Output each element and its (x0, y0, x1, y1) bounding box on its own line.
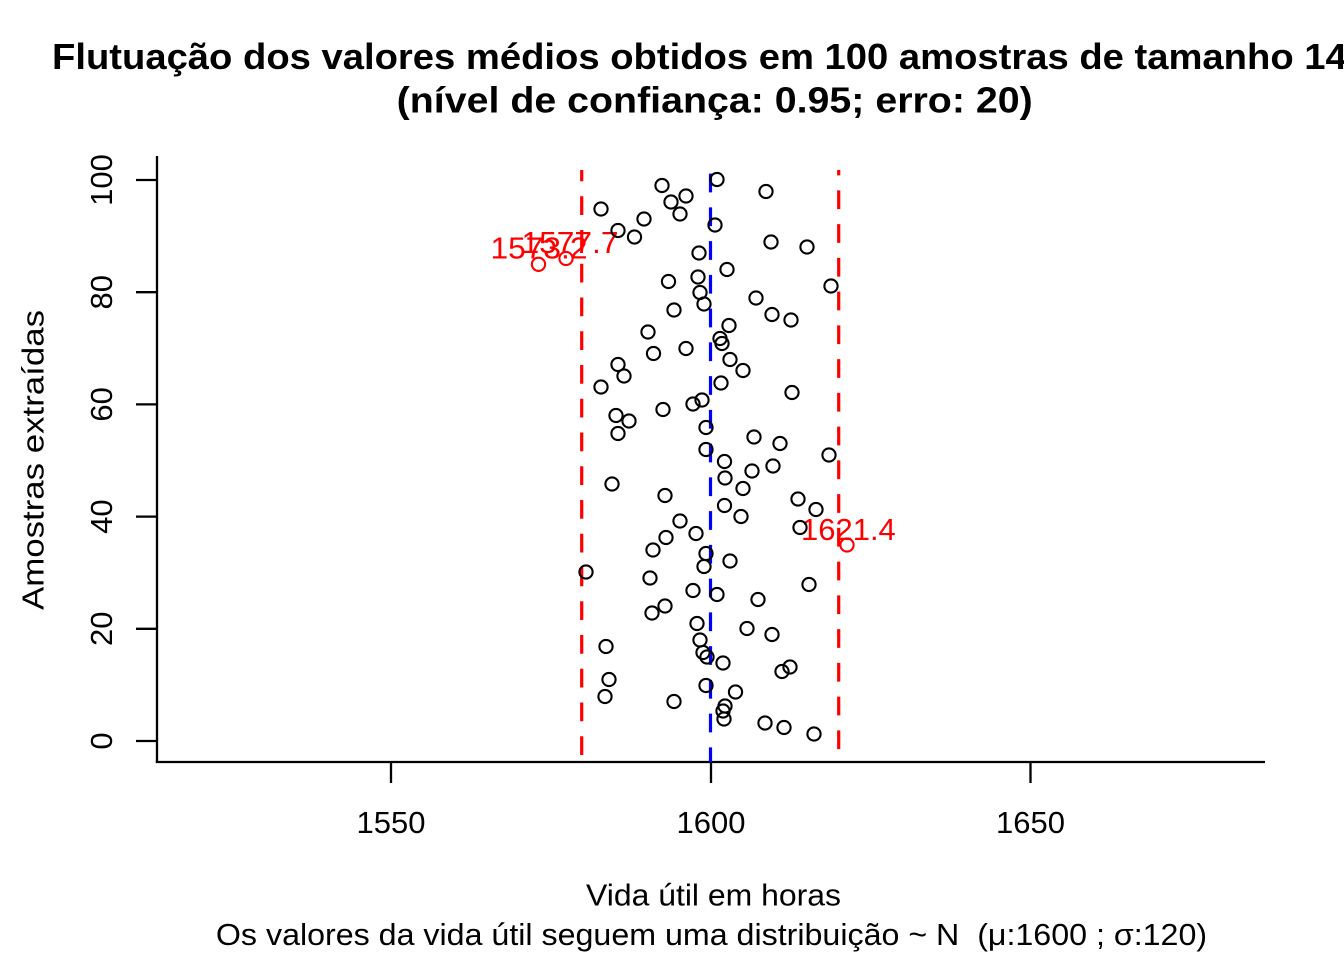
svg-text:Flutuação dos valores médios o: Flutuação dos valores médios obtidos em … (52, 36, 1344, 77)
svg-text:40: 40 (84, 499, 119, 533)
svg-text:0: 0 (84, 732, 119, 749)
svg-text:20: 20 (84, 612, 119, 646)
svg-text:1600: 1600 (677, 805, 746, 840)
svg-text:60: 60 (84, 387, 119, 421)
svg-text:Os valores da vida útil seguem: Os valores da vida útil seguem uma distr… (216, 917, 1207, 952)
svg-text:Amostras extraídas: Amostras extraídas (16, 310, 51, 610)
svg-text:Vida útil em horas: Vida útil em horas (586, 877, 841, 912)
svg-text:1550: 1550 (357, 805, 426, 840)
svg-text:(nível de confiança: 0.95; err: (nível de confiança: 0.95; erro: 20) (397, 79, 1033, 120)
svg-text:1577.7: 1577.7 (522, 225, 619, 260)
svg-text:1621.4: 1621.4 (801, 512, 896, 547)
svg-text:100: 100 (84, 154, 119, 206)
svg-text:1573.2: 1573.2 (491, 231, 588, 266)
svg-text:1650: 1650 (996, 805, 1065, 840)
svg-text:80: 80 (84, 275, 119, 309)
